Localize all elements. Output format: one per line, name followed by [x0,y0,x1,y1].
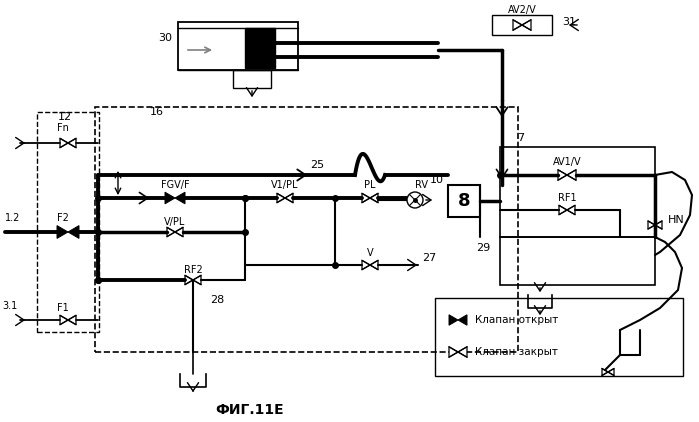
Polygon shape [522,20,531,30]
Polygon shape [558,170,567,180]
Circle shape [407,192,423,208]
Polygon shape [193,276,201,285]
Bar [500,237,655,285]
Text: V1/PL: V1/PL [271,180,298,190]
Text: 27: 27 [422,253,436,263]
Text: 12: 12 [58,112,72,122]
Polygon shape [165,192,175,204]
Text: 16: 16 [150,107,164,117]
Polygon shape [68,226,79,238]
Bar [37,112,99,332]
Polygon shape [57,226,68,238]
Text: F2: F2 [57,213,69,223]
Text: Fn: Fn [57,123,69,133]
Text: Клапан закрыт: Клапан закрыт [475,347,558,357]
Text: 7: 7 [517,133,524,143]
Text: AV1/V: AV1/V [553,157,582,167]
Polygon shape [185,276,193,285]
Polygon shape [567,206,575,215]
Text: 3.1: 3.1 [3,301,18,311]
Text: 25: 25 [310,160,324,170]
Text: 8: 8 [458,192,470,210]
Text: AV2/V: AV2/V [507,5,536,15]
Polygon shape [567,170,576,180]
Polygon shape [655,221,662,229]
Polygon shape [167,227,175,237]
Polygon shape [458,347,467,357]
Polygon shape [60,138,68,148]
Text: FGV/F: FGV/F [161,180,189,190]
Text: 10: 10 [430,175,444,185]
Bar [233,70,271,88]
Polygon shape [449,347,458,357]
Text: Клапан открыт: Клапан открыт [475,315,559,325]
Polygon shape [175,192,185,204]
Polygon shape [68,138,76,148]
Bar [500,147,655,237]
Polygon shape [175,227,183,237]
Polygon shape [277,193,285,203]
Bar [245,28,275,68]
Text: ФИГ.11Е: ФИГ.11Е [216,403,284,417]
Polygon shape [608,368,614,376]
Bar [448,185,480,217]
Text: 28: 28 [210,295,224,305]
Bar [178,22,298,70]
Text: V/PL: V/PL [164,217,186,227]
Polygon shape [68,315,76,325]
Polygon shape [370,260,378,270]
Text: V: V [367,248,373,258]
Bar [492,15,552,35]
Polygon shape [370,193,378,203]
Text: HN: HN [668,215,685,225]
Text: 31: 31 [562,17,576,27]
Polygon shape [458,315,467,325]
Polygon shape [60,315,68,325]
Bar [95,107,518,352]
Polygon shape [285,193,293,203]
Text: 30: 30 [158,33,172,43]
Text: RV: RV [415,180,428,190]
Polygon shape [362,260,370,270]
Text: RF2: RF2 [184,265,203,275]
Bar [435,298,683,376]
Polygon shape [362,193,370,203]
Polygon shape [559,206,567,215]
Polygon shape [648,221,655,229]
Polygon shape [513,20,522,30]
Text: 1.2: 1.2 [5,213,20,223]
Polygon shape [602,368,608,376]
Text: 29: 29 [476,243,490,253]
Text: RF1: RF1 [558,193,576,203]
Text: F1: F1 [57,303,69,313]
Text: PL: PL [364,180,376,190]
Polygon shape [449,315,458,325]
